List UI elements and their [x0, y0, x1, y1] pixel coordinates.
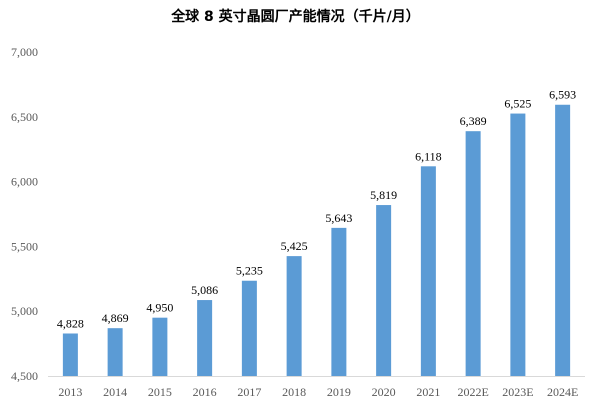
y-tick-label: 6,500: [11, 110, 38, 124]
data-label: 5,086: [191, 283, 218, 297]
bar: [197, 300, 213, 376]
bar: [510, 113, 526, 376]
bar: [420, 166, 436, 376]
y-tick-label: 5,500: [11, 239, 38, 253]
bar: [555, 104, 571, 377]
data-label: 4,950: [146, 301, 173, 315]
chart-title: 全球 8 英寸晶圆厂产能情况（千片/月）: [171, 9, 420, 25]
data-label: 5,425: [281, 239, 308, 253]
data-label: 4,869: [102, 311, 129, 325]
x-tick-label: 2017: [237, 385, 261, 399]
x-tick-label: 2018: [282, 385, 306, 399]
x-tick-label: 2021: [416, 385, 440, 399]
bar: [331, 227, 347, 376]
data-label: 5,235: [236, 264, 263, 278]
data-label: 6,525: [504, 97, 531, 111]
x-tick-label: 2024E: [547, 385, 578, 399]
data-labels: 4,828 4,869 4,950 5,086 5,235 5,425 5,643 5,819…: [57, 88, 576, 331]
bar: [465, 131, 481, 376]
y-tick-label: 5,000: [11, 304, 38, 318]
x-tick-label: 2023E: [502, 385, 533, 399]
x-tick-label: 2013: [58, 385, 82, 399]
bar-series: [62, 104, 571, 377]
x-tick-label: 2022E: [457, 385, 488, 399]
bar: [286, 256, 302, 376]
x-axis-tick-labels: 2013 2014 2015 2016 2017 2018 2019 2020 2021 2022…: [58, 385, 578, 399]
bar: [376, 205, 392, 376]
data-label: 6,389: [460, 114, 487, 128]
data-label: 6,118: [415, 149, 442, 163]
x-tick-label: 2014: [103, 385, 127, 399]
data-label: 5,819: [370, 188, 397, 202]
data-label: 5,643: [325, 211, 352, 225]
data-label: 4,828: [57, 316, 84, 330]
bar: [62, 333, 78, 376]
y-tick-label: 6,000: [11, 175, 38, 189]
y-tick-label: 7,000: [11, 45, 38, 59]
bar: [241, 280, 257, 376]
x-tick-label: 2020: [372, 385, 396, 399]
x-tick-label: 2019: [327, 385, 351, 399]
y-tick-label: 4,500: [11, 369, 38, 383]
bar: [107, 328, 123, 376]
y-axis-tick-labels: 4,500 5,000 5,500 6,000 6,500 7,000: [11, 45, 38, 383]
x-tick-label: 2015: [148, 385, 172, 399]
data-label: 6,593: [549, 88, 576, 102]
x-tick-label: 2016: [193, 385, 217, 399]
bar: [152, 317, 168, 376]
